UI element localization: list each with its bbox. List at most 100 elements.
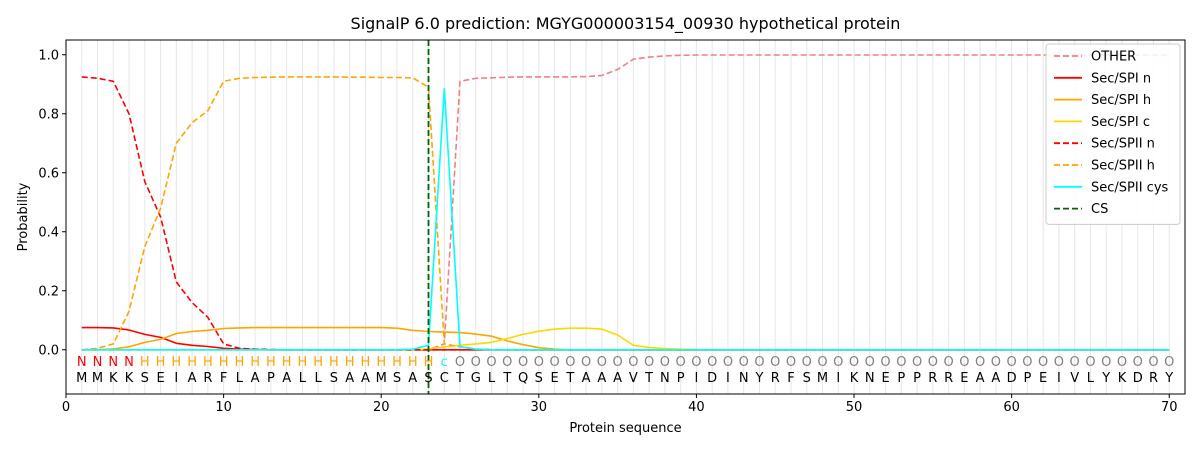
region-label: H	[424, 355, 434, 370]
region-label: O	[1164, 355, 1174, 370]
residue-letter: A	[408, 371, 417, 386]
residue-letter: V	[1070, 371, 1079, 386]
residue-letter: L	[299, 371, 307, 386]
region-label: H	[203, 355, 213, 370]
residue-letter: S	[393, 371, 401, 386]
region-label: O	[1054, 355, 1064, 370]
residue-letter: K	[109, 371, 118, 386]
residue-letter: K	[125, 371, 134, 386]
region-label: O	[1148, 355, 1158, 370]
residue-letter: M	[92, 371, 103, 386]
residue-letter: Y	[754, 371, 763, 386]
legend-label: Sec/SPII cys	[1091, 180, 1169, 195]
chart-title: SignalP 6.0 prediction: MGYG000003154_00…	[351, 14, 901, 34]
region-label: O	[943, 355, 953, 370]
residue-letter: A	[991, 371, 1000, 386]
series-line-other	[81, 54, 1170, 351]
region-label: H	[266, 355, 276, 370]
region-label: O	[959, 355, 969, 370]
residue-letter: L	[236, 371, 244, 386]
region-label: O	[849, 355, 859, 370]
series-line-sec-spi-c	[81, 327, 1170, 351]
residue-letter: R	[944, 371, 953, 386]
region-label: O	[502, 355, 512, 370]
residue-letter: S	[424, 371, 432, 386]
y-tick-label: 1.0	[38, 48, 59, 63]
legend-label: Sec/SPI c	[1091, 115, 1150, 130]
region-label: O	[991, 355, 1001, 370]
residue-letter: A	[613, 371, 622, 386]
region-label: O	[817, 355, 827, 370]
region-label: O	[644, 355, 654, 370]
region-label: O	[1085, 355, 1095, 370]
residue-letter: P	[1023, 371, 1031, 386]
region-label: O	[691, 355, 701, 370]
residue-letter: E	[1039, 371, 1047, 386]
region-label: O	[739, 355, 749, 370]
residue-letter: Q	[518, 371, 528, 386]
residue-letter: A	[976, 371, 985, 386]
series-line-sec-spii-cys	[81, 87, 1170, 351]
residue-letter: F	[220, 371, 227, 386]
residue-letter: T	[502, 371, 511, 386]
residue-letter: S	[535, 371, 543, 386]
residue-letter: M	[376, 371, 387, 386]
residue-letter: D	[707, 371, 717, 386]
region-label: H	[187, 355, 197, 370]
region-label: O	[1101, 355, 1111, 370]
region-label: O	[723, 355, 733, 370]
legend-box	[1045, 43, 1181, 225]
region-label: O	[1038, 355, 1048, 370]
residue-letter: I	[174, 371, 178, 386]
region-label: H	[345, 355, 355, 370]
residue-letter: F	[787, 371, 794, 386]
region-label: H	[219, 355, 229, 370]
region-label: O	[880, 355, 890, 370]
residue-letter: P	[267, 371, 275, 386]
legend-label: Sec/SPI h	[1091, 93, 1151, 108]
residue-letter: M	[817, 371, 828, 386]
residue-letter: P	[677, 371, 685, 386]
region-label: H	[234, 355, 244, 370]
region-label: N	[77, 355, 87, 370]
x-tick-label: 20	[373, 400, 390, 415]
region-label: O	[912, 355, 922, 370]
series-lines	[81, 40, 1170, 394]
residue-letter: A	[582, 371, 591, 386]
residue-letter: S	[141, 371, 149, 386]
region-label: O	[628, 355, 638, 370]
residue-letter: R	[203, 371, 212, 386]
x-tick-label: 30	[531, 400, 548, 415]
region-label: O	[613, 355, 623, 370]
residue-letter: L	[488, 371, 496, 386]
region-label: O	[1007, 355, 1017, 370]
region-label: N	[108, 355, 118, 370]
region-label: O	[928, 355, 938, 370]
residue-letter: I	[836, 371, 840, 386]
region-label: O	[865, 355, 875, 370]
residue-letter: T	[565, 371, 574, 386]
residue-letter: I	[1057, 371, 1061, 386]
residue-letter: E	[550, 371, 558, 386]
residue-letter: E	[960, 371, 968, 386]
x-tick-label: 70	[1161, 400, 1178, 415]
region-label: O	[486, 355, 496, 370]
residue-letter: N	[739, 371, 749, 386]
region-label: H	[361, 355, 371, 370]
residue-letter: A	[282, 371, 291, 386]
region-label: H	[140, 355, 150, 370]
residue-letter: E	[156, 371, 164, 386]
y-tick-label: 0.8	[38, 107, 59, 122]
region-label: O	[549, 355, 559, 370]
residue-letter: P	[897, 371, 905, 386]
region-label: O	[896, 355, 906, 370]
region-label: O	[597, 355, 607, 370]
y-tick-label: 0.4	[38, 225, 59, 240]
region-label: O	[1117, 355, 1127, 370]
x-tick-label: 10	[215, 400, 232, 415]
region-label: N	[93, 355, 103, 370]
residue-letter: K	[1118, 371, 1127, 386]
legend-label: Sec/SPI n	[1091, 71, 1151, 86]
residue-letter: G	[471, 371, 481, 386]
y-tick-label: 0.2	[38, 284, 59, 299]
